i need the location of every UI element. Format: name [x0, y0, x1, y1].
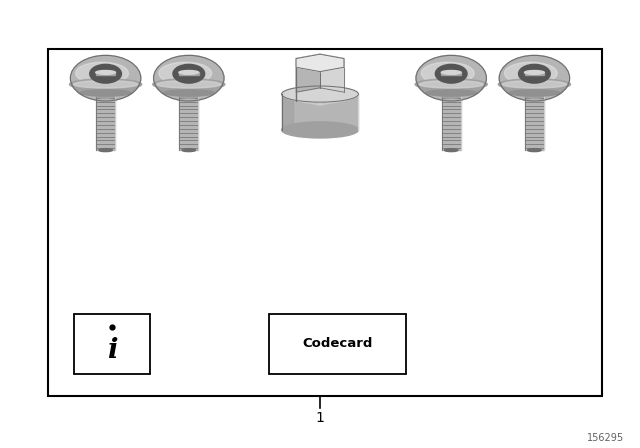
Ellipse shape	[525, 94, 544, 98]
Ellipse shape	[282, 86, 358, 102]
Ellipse shape	[282, 122, 358, 138]
Bar	[179, 96, 198, 150]
Polygon shape	[153, 84, 225, 93]
Ellipse shape	[159, 62, 212, 84]
Ellipse shape	[96, 70, 115, 74]
Polygon shape	[70, 84, 141, 93]
Ellipse shape	[435, 65, 467, 83]
Text: Codecard: Codecard	[303, 337, 372, 350]
Ellipse shape	[70, 79, 141, 90]
Text: 1: 1	[316, 410, 324, 425]
Polygon shape	[415, 84, 487, 93]
Ellipse shape	[96, 94, 115, 98]
Ellipse shape	[154, 56, 224, 101]
Ellipse shape	[76, 62, 129, 84]
Bar	[48, 49, 602, 396]
Ellipse shape	[99, 149, 113, 151]
Bar	[269, 314, 406, 374]
Ellipse shape	[499, 79, 570, 90]
Polygon shape	[296, 54, 344, 72]
Ellipse shape	[442, 94, 461, 98]
Text: i: i	[107, 337, 117, 364]
Ellipse shape	[525, 70, 544, 74]
Bar	[96, 96, 115, 150]
Ellipse shape	[415, 79, 487, 90]
Ellipse shape	[509, 90, 560, 96]
Polygon shape	[282, 94, 293, 130]
Ellipse shape	[527, 149, 541, 151]
Text: 156295: 156295	[587, 433, 624, 443]
Polygon shape	[296, 54, 320, 92]
Polygon shape	[442, 73, 461, 75]
Ellipse shape	[421, 62, 474, 84]
Ellipse shape	[157, 81, 221, 88]
Ellipse shape	[173, 65, 205, 83]
Ellipse shape	[502, 81, 566, 88]
Polygon shape	[96, 73, 115, 75]
Ellipse shape	[504, 62, 557, 84]
Ellipse shape	[179, 94, 198, 98]
Ellipse shape	[179, 70, 198, 74]
Bar	[442, 96, 461, 150]
Polygon shape	[499, 84, 570, 93]
Ellipse shape	[182, 149, 196, 151]
Ellipse shape	[153, 79, 225, 90]
Ellipse shape	[444, 149, 458, 151]
Polygon shape	[282, 94, 358, 130]
Polygon shape	[296, 67, 320, 105]
Polygon shape	[525, 73, 544, 75]
Polygon shape	[320, 54, 344, 92]
Ellipse shape	[74, 81, 138, 88]
Ellipse shape	[80, 90, 131, 96]
Ellipse shape	[499, 56, 570, 101]
Ellipse shape	[426, 90, 477, 96]
Bar	[525, 96, 544, 150]
Ellipse shape	[419, 81, 483, 88]
Ellipse shape	[518, 65, 550, 83]
Ellipse shape	[90, 65, 122, 83]
Polygon shape	[320, 67, 344, 105]
Polygon shape	[179, 73, 198, 75]
Ellipse shape	[416, 56, 486, 101]
Ellipse shape	[442, 70, 461, 74]
Ellipse shape	[163, 90, 214, 96]
Ellipse shape	[70, 56, 141, 101]
Bar	[74, 314, 150, 374]
